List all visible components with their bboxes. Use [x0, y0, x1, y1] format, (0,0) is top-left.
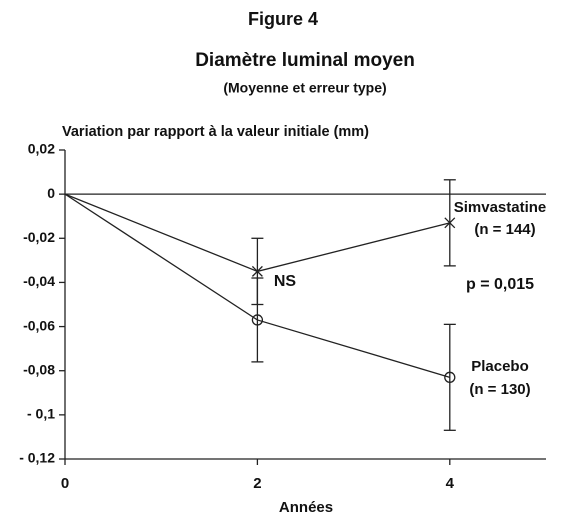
- point-marker: [444, 371, 456, 383]
- y-tick-label: -0,06: [23, 317, 55, 333]
- legend-note: (n = 144): [474, 221, 535, 238]
- annotation: NS: [274, 273, 297, 290]
- chart-subtitle: (Moyenne et erreur type): [223, 80, 386, 96]
- y-tick-label: - 0,1: [27, 406, 55, 422]
- legend-label: Placebo: [471, 358, 529, 375]
- chart-subtitle: Diamètre luminal moyen: [195, 50, 415, 71]
- y-tick-label: 0,02: [28, 141, 55, 157]
- annotation: p = 0,015: [466, 276, 534, 293]
- legend-label: Simvastatine: [454, 199, 547, 216]
- legend-note: (n = 130): [469, 381, 530, 398]
- y-tick-label: -0,02: [23, 229, 55, 245]
- y-tick-label: -0,04: [23, 273, 55, 289]
- y-tick-label: 0: [47, 185, 55, 201]
- y-tick-label: -0,08: [23, 361, 55, 377]
- point-marker: [251, 265, 263, 277]
- y-axis-label: Variation par rapport à la valeur initia…: [62, 124, 369, 140]
- x-tick-label: 0: [61, 475, 69, 492]
- error-bar: [443, 323, 456, 431]
- error-bar: [251, 277, 264, 363]
- x-axis-label: Années: [279, 499, 333, 516]
- y-tick-label: - 0,12: [19, 450, 55, 466]
- x-tick-label: 4: [446, 475, 455, 492]
- point-marker: [444, 217, 456, 229]
- chart-title: Figure 4: [248, 9, 318, 29]
- x-tick-label: 2: [253, 475, 261, 492]
- point-marker: [251, 314, 264, 326]
